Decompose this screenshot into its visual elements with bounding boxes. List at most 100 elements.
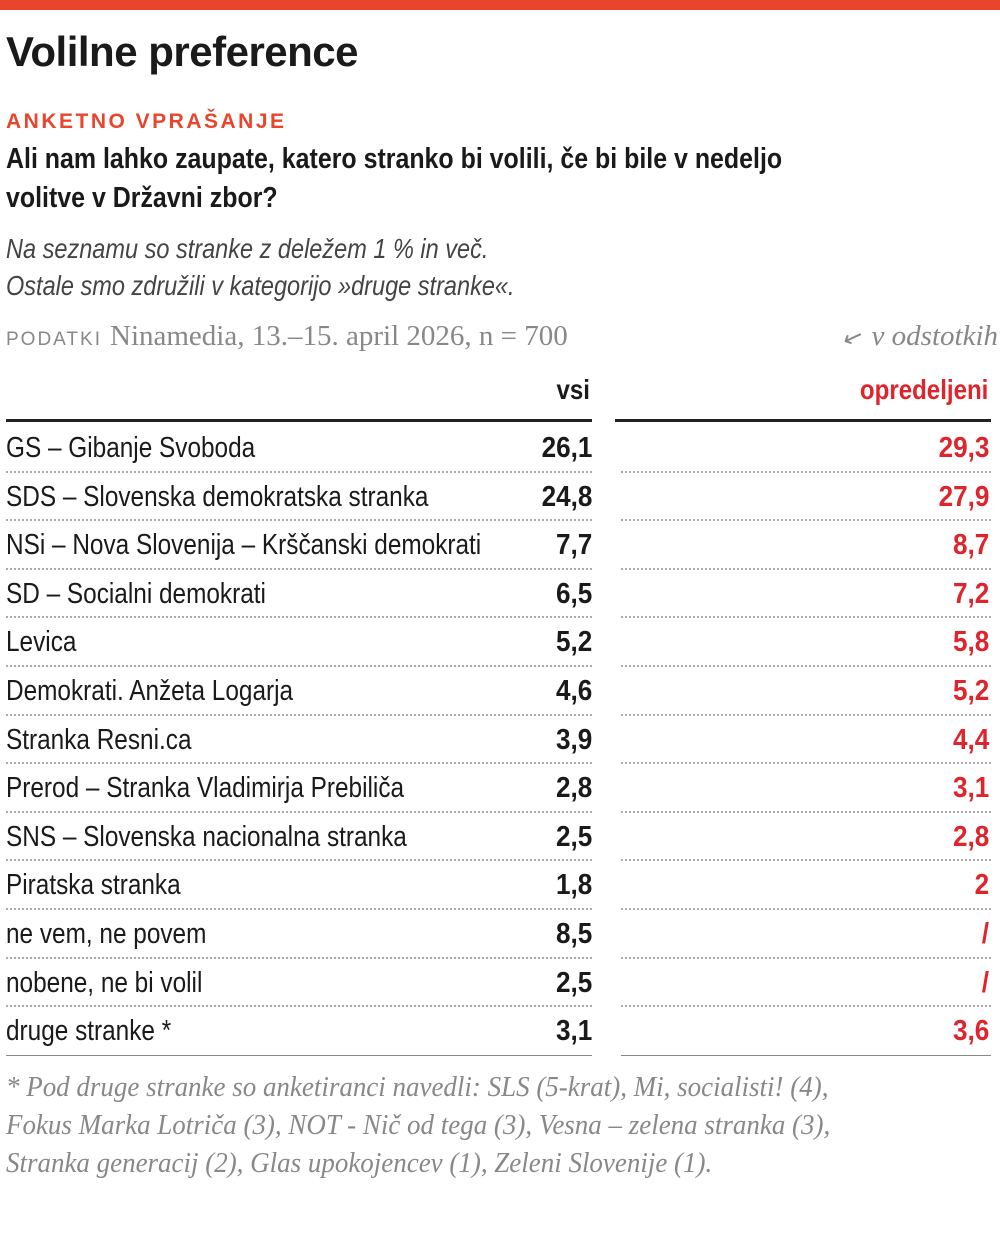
table-row: Demokrati. Anžeta Logarja 4,6 5,2 (0, 667, 1000, 716)
row-divider (621, 664, 991, 667)
row-divider (621, 810, 991, 813)
question-line: Ali nam lahko zaupate, katero stranko bi… (6, 143, 783, 175)
value-all: 8,5 (555, 917, 592, 950)
header-rule (615, 419, 991, 422)
question: Ali nam lahko zaupate, katero stranko bi… (6, 140, 782, 218)
table-row: ne vem, ne povem 8,5 / (0, 910, 1000, 959)
arrow-icon: ↙ (839, 322, 868, 354)
note-line: Ostale smo združili v kategorijo »druge … (6, 270, 515, 301)
row-divider (6, 859, 592, 862)
row-divider (6, 810, 592, 813)
header-rule (6, 419, 592, 422)
value-all: 5,2 (555, 626, 592, 659)
value-all: 4,6 (555, 674, 592, 707)
row-divider (621, 956, 991, 959)
table-row: NSi – Nova Slovenija – Krščanski demokra… (0, 521, 1000, 570)
party-name: SD – Socialni demokrati (6, 577, 266, 610)
source: PODATKI Ninamedia, 13.–15. april 2026, n … (6, 320, 568, 353)
column-header-decided: opredeljeni (859, 374, 988, 405)
row-divider (621, 713, 991, 716)
value-decided: 7,2 (952, 577, 989, 610)
table-row: SD – Socialni demokrati 6,5 7,2 (0, 570, 1000, 619)
unit-text: v odstotkih (871, 320, 998, 352)
table-row: nobene, ne bi volil 2,5 / (0, 959, 1000, 1008)
value-all: 1,8 (555, 869, 592, 902)
value-all: 24,8 (541, 480, 592, 513)
value-decided: 4,4 (952, 723, 989, 756)
row-divider (621, 470, 991, 473)
value-decided: 5,2 (952, 674, 989, 707)
party-name: SNS – Slovenska nacionalna stranka (6, 820, 407, 853)
row-divider (621, 1005, 991, 1008)
party-name: Demokrati. Anžeta Logarja (6, 674, 294, 707)
unit-note: ↙ v odstotkih (839, 320, 998, 354)
table-row: Prerod – Stranka Vladimirja Prebiliča 2,… (0, 764, 1000, 813)
value-all: 3,1 (555, 1015, 592, 1048)
value-decided: 29,3 (938, 432, 989, 464)
value-decided: 5,8 (952, 626, 989, 659)
footnote-line: Fokus Marka Lotriča (3), NOT - Nič od te… (6, 1109, 831, 1141)
party-name: Stranka Resni.ca (6, 723, 192, 756)
row-divider (6, 1054, 592, 1056)
footnote-line: Stranka generacij (2), Glas upokojencev … (6, 1147, 713, 1179)
row-divider (6, 664, 592, 667)
row-divider (6, 1005, 592, 1008)
row-divider (621, 859, 991, 862)
table-row: Stranka Resni.ca 3,9 4,4 (0, 716, 1000, 765)
row-divider (6, 616, 592, 619)
party-name: nobene, ne bi volil (6, 966, 203, 999)
footnote: * Pod druge stranke so anketiranci naved… (6, 1068, 830, 1182)
note-line: Na seznamu so stranke z deležem 1 % in v… (6, 233, 489, 264)
table-row: Levica 5,2 5,8 (0, 618, 1000, 667)
table-row: SNS – Slovenska nacionalna stranka 2,5 2… (0, 813, 1000, 862)
row-divider (6, 762, 592, 765)
row-divider (621, 907, 991, 910)
value-all: 7,7 (555, 529, 592, 562)
party-name: GS – Gibanje Svoboda (6, 432, 256, 464)
table-row: GS – Gibanje Svoboda 26,1 29,3 (0, 424, 1000, 473)
page-title: Volilne preference (6, 28, 359, 75)
table-row: druge stranke * 3,1 3,6 (0, 1007, 1000, 1056)
question-line: volitve v Državni zbor? (6, 182, 278, 214)
value-all: 26,1 (541, 432, 592, 464)
value-decided: 27,9 (938, 480, 989, 513)
value-decided: 3,1 (952, 772, 989, 805)
results-table: GS – Gibanje Svoboda 26,1 29,3 SDS – Slo… (0, 424, 1000, 1056)
row-divider (621, 567, 991, 570)
value-decided: / (981, 917, 989, 950)
table-row: Piratska stranka 1,8 2 (0, 861, 1000, 910)
party-name: Prerod – Stranka Vladimirja Prebiliča (6, 772, 405, 805)
row-divider (621, 1054, 991, 1056)
value-all: 3,9 (555, 723, 592, 756)
value-decided: 8,7 (952, 529, 989, 562)
table-row: SDS – Slovenska demokratska stranka 24,8… (0, 473, 1000, 522)
row-divider (6, 519, 592, 522)
kicker: ANKETNO VPRAŠANJE (6, 110, 287, 133)
party-name: Piratska stranka (6, 869, 181, 902)
party-name: NSi – Nova Slovenija – Krščanski demokra… (6, 529, 482, 562)
row-divider (6, 567, 592, 570)
value-decided: / (981, 966, 989, 999)
value-decided: 3,6 (952, 1015, 989, 1048)
value-all: 2,5 (555, 820, 592, 853)
row-divider (621, 616, 991, 619)
row-divider (621, 519, 991, 522)
value-all: 6,5 (555, 577, 592, 610)
row-divider (6, 956, 592, 959)
value-decided: 2 (974, 869, 989, 902)
note: Na seznamu so stranke z deležem 1 % in v… (6, 230, 515, 304)
row-divider (6, 713, 592, 716)
party-name: ne vem, ne povem (6, 917, 207, 950)
party-name: SDS – Slovenska demokratska stranka (6, 480, 429, 513)
column-header-all: vsi (556, 374, 590, 405)
footnote-line: * Pod druge stranke so anketiranci naved… (6, 1071, 829, 1103)
party-name: druge stranke * (6, 1015, 172, 1048)
value-decided: 2,8 (952, 820, 989, 853)
row-divider (621, 762, 991, 765)
party-name: Levica (6, 626, 77, 659)
row-divider (6, 907, 592, 910)
value-all: 2,5 (555, 966, 592, 999)
source-label: PODATKI (6, 329, 102, 350)
source-text: Ninamedia, 13.–15. april 2026, n = 700 (110, 320, 568, 352)
row-divider (6, 470, 592, 473)
